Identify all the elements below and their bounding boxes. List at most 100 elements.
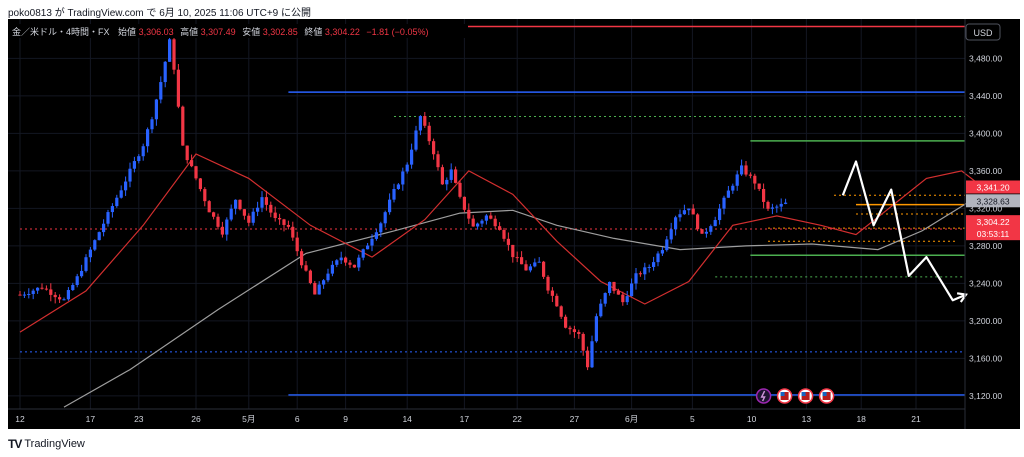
us-flag-icon[interactable] xyxy=(776,388,793,404)
candle-body xyxy=(458,182,462,197)
flag-canton[interactable] xyxy=(801,392,806,396)
currency-button-bg[interactable] xyxy=(965,23,1001,41)
candle-body xyxy=(352,264,356,268)
us-flag-icon[interactable] xyxy=(818,388,835,404)
candle-body xyxy=(58,297,62,300)
candle-body xyxy=(102,223,106,233)
candle-body xyxy=(348,262,352,265)
candle-body xyxy=(660,250,664,254)
candle-body xyxy=(66,290,70,300)
candle-body xyxy=(568,327,572,330)
candle-body xyxy=(317,284,321,295)
candle-body xyxy=(748,174,752,176)
candle-body xyxy=(194,166,198,179)
candle-body xyxy=(740,165,744,175)
candle-body xyxy=(713,220,717,227)
open-value: 3,306.03 xyxy=(139,27,174,37)
y-tick-label: 3,480.00 xyxy=(969,53,1002,63)
currency-button[interactable]: USD xyxy=(965,23,1001,41)
footer: TV TradingView xyxy=(8,436,85,452)
candle-body xyxy=(154,99,158,120)
candle-body xyxy=(638,273,642,275)
lightning-icon[interactable] xyxy=(755,388,772,404)
x-tick-label: 13 xyxy=(802,414,812,424)
candle-body xyxy=(27,293,31,295)
candle-body xyxy=(731,185,735,191)
candle-body xyxy=(18,294,22,296)
candle-body xyxy=(744,165,748,175)
candle-body xyxy=(440,167,444,185)
candle-body xyxy=(511,244,515,258)
projection-arrow xyxy=(841,160,968,303)
candle-body xyxy=(335,260,339,265)
candle-body xyxy=(735,174,739,186)
candle-body xyxy=(264,197,268,205)
candle-body xyxy=(542,261,546,277)
candle-body xyxy=(137,156,141,162)
candle-body xyxy=(282,219,286,225)
candle-body xyxy=(625,296,629,303)
flag-canton[interactable] xyxy=(780,392,785,396)
candle-body xyxy=(682,210,686,215)
candle-body xyxy=(40,287,44,289)
candle-body xyxy=(726,190,730,198)
currency-label[interactable]: USD xyxy=(973,28,993,38)
slow-ma-line xyxy=(63,200,984,408)
candle-body xyxy=(770,207,774,209)
flag-canton[interactable] xyxy=(822,392,827,396)
price-tag-bg xyxy=(966,194,1020,208)
candlestick-chart[interactable]: 3,480.00 3,440.00 3,400.00 3,360.00 3,320.00… xyxy=(8,19,1020,429)
candle-body xyxy=(344,257,348,263)
candle-body xyxy=(308,270,312,284)
candle-body xyxy=(533,262,537,267)
candle-body xyxy=(506,238,510,245)
candle-body xyxy=(229,208,233,220)
candle-body xyxy=(493,218,497,227)
price-tag-label: 03:53:11 xyxy=(977,229,1010,239)
x-tick-label: 5月 xyxy=(242,414,255,424)
candle-body xyxy=(256,207,260,212)
candle-body xyxy=(49,289,53,295)
candle-body xyxy=(722,197,726,209)
candle-body xyxy=(185,145,189,161)
x-tick-label: 26 xyxy=(191,414,201,424)
candle-body xyxy=(234,199,238,209)
candle-body xyxy=(520,257,524,265)
candle-body xyxy=(168,39,172,62)
candle-body xyxy=(278,218,282,220)
candle-body xyxy=(300,251,304,266)
candle-body xyxy=(691,208,695,215)
lightning-glyph[interactable] xyxy=(760,390,766,402)
chart-frame[interactable]: 3,480.00 3,440.00 3,400.00 3,360.00 3,320.00… xyxy=(8,19,1020,429)
x-tick-label: 21 xyxy=(911,414,921,424)
candle-body xyxy=(687,208,691,211)
ohlc-legend: 金／米ドル・4時間・FX 始値 3,306.03 高値 3,307.49 安値 … xyxy=(8,24,468,38)
event-icons[interactable] xyxy=(755,388,835,404)
candle-body xyxy=(225,219,229,235)
candle-body xyxy=(718,208,722,221)
candle-body xyxy=(480,220,484,224)
candles xyxy=(18,34,788,371)
chart-background xyxy=(8,19,1020,429)
candle-body xyxy=(616,290,620,295)
candle-body xyxy=(599,303,603,317)
candle-body xyxy=(577,332,581,334)
candle-body xyxy=(634,273,638,284)
candle-body xyxy=(190,160,194,167)
candle-body xyxy=(643,267,647,275)
candle-body xyxy=(608,281,612,294)
projection-path xyxy=(841,160,967,302)
candle-body xyxy=(106,212,110,224)
x-tick-label: 17 xyxy=(460,414,470,424)
candle-body xyxy=(115,197,119,207)
low-label: 安値 xyxy=(242,26,260,37)
candle-body xyxy=(445,179,449,185)
change-value: −1.81 (−0.05%) xyxy=(366,27,428,37)
candle-body xyxy=(775,206,779,208)
candle-body xyxy=(515,257,519,259)
candle-body xyxy=(247,215,251,223)
candle-body xyxy=(93,240,97,250)
candle-body xyxy=(159,82,163,100)
us-flag-icon[interactable] xyxy=(797,388,814,404)
lightning-icon-circle[interactable] xyxy=(755,388,772,404)
